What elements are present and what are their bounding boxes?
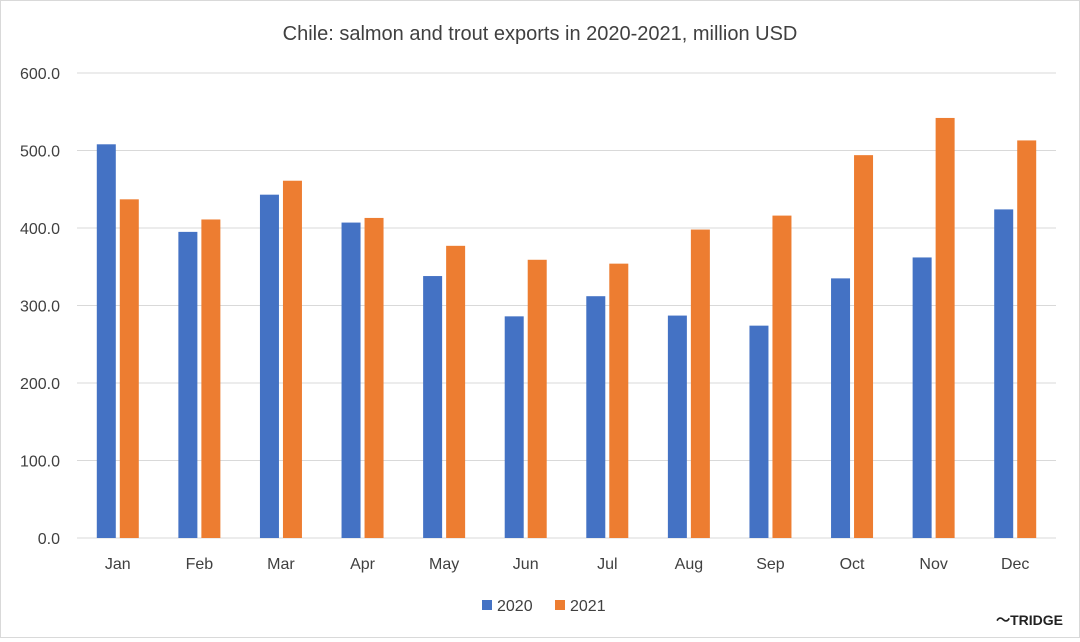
bar-2021-sep: [772, 215, 792, 538]
x-tick-label: Apr: [350, 556, 376, 573]
x-tick-label: Dec: [1001, 556, 1029, 573]
legend: 2020 2021: [482, 598, 606, 615]
bar-2021-jan: [119, 199, 139, 538]
bar-2020-apr: [341, 222, 361, 538]
x-tick-label: Jun: [513, 556, 539, 573]
bar-2020-nov: [912, 257, 932, 538]
y-axis: 0.0 100.0 200.0 300.0 400.0 500.0 600.0: [20, 66, 60, 548]
bar-2021-aug: [690, 229, 710, 539]
y-tick-label: 400.0: [20, 221, 60, 238]
y-tick-label: 0.0: [38, 531, 60, 548]
x-axis: Jan Feb Mar Apr May Jun Jul Aug Sep Oct Nov Dec: [105, 556, 1030, 573]
x-tick-label: Feb: [186, 556, 214, 573]
bar-2021-dec: [1017, 140, 1037, 539]
bar-2021-nov: [935, 117, 955, 538]
bar-2020-may: [423, 276, 443, 538]
bar-2020-oct: [831, 278, 851, 538]
x-tick-label: May: [429, 556, 459, 573]
legend-label-2021: 2021: [570, 598, 606, 615]
bar-2021-feb: [201, 219, 221, 538]
x-tick-label: Mar: [267, 556, 295, 573]
chart-title: Chile: salmon and trout exports in 2020-…: [283, 23, 798, 45]
x-tick-label: Nov: [919, 556, 947, 573]
gridlines: [77, 72, 1056, 539]
legend-swatch-2021: [555, 600, 565, 610]
legend-swatch-2020: [482, 600, 492, 610]
legend-label-2020: 2020: [497, 598, 533, 615]
bar-2021-mar: [282, 180, 302, 538]
bar-2020-dec: [994, 209, 1014, 538]
bars: [96, 117, 1037, 539]
y-tick-label: 200.0: [20, 376, 60, 393]
x-tick-label: Sep: [756, 556, 785, 573]
bar-2021-may: [446, 245, 466, 538]
bar-2021-jul: [609, 263, 629, 538]
bar-2021-jun: [527, 259, 547, 538]
x-tick-label: Jul: [597, 556, 617, 573]
y-tick-label: 100.0: [20, 454, 60, 471]
bar-2021-apr: [364, 217, 384, 539]
x-tick-label: Oct: [840, 556, 865, 573]
bar-2020-jun: [504, 316, 524, 538]
bar-2020-mar: [259, 194, 279, 539]
bar-2020-jul: [586, 296, 606, 538]
y-tick-label: 300.0: [20, 299, 60, 316]
bar-2020-sep: [749, 325, 769, 538]
y-tick-label: 600.0: [20, 66, 60, 83]
bar-2020-aug: [667, 315, 687, 538]
x-tick-label: Aug: [675, 556, 703, 573]
bar-2020-jan: [96, 144, 116, 539]
y-tick-label: 500.0: [20, 144, 60, 161]
watermark-logo: 〜TRIDGE: [996, 612, 1063, 628]
bar-2021-oct: [854, 155, 874, 538]
bar-2020-feb: [178, 231, 198, 538]
x-tick-label: Jan: [105, 556, 131, 573]
